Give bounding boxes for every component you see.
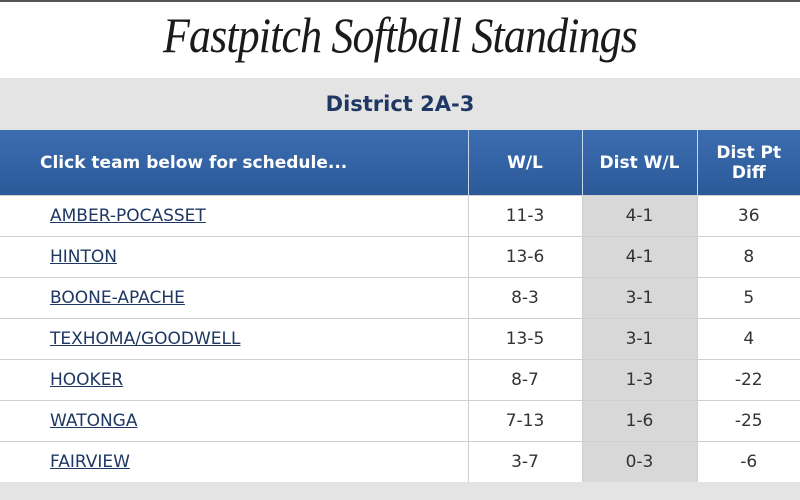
team-row: AMBER-POCASSET 11-3 4-1 36 — [0, 195, 800, 237]
team-link[interactable]: WATONGA — [50, 411, 138, 431]
cell: BOONE-APACHE — [0, 277, 468, 319]
cell: TEXHOMA/GOODWELL — [0, 318, 468, 360]
cell: 13-6 — [467, 236, 582, 278]
cell: 8 — [696, 236, 800, 278]
team-row: FAIRVIEW 3-7 0-3 -6 — [0, 441, 800, 482]
team-row: HOOKER 8-7 1-3 -22 — [0, 359, 800, 401]
cell: 4-1 — [581, 195, 697, 237]
cell: 36 — [696, 195, 800, 237]
cell: AMBER-POCASSET — [0, 195, 468, 237]
team-row: BOONE-APACHE 8-3 3-1 5 — [0, 277, 800, 319]
team-link[interactable]: HOOKER — [50, 370, 124, 390]
team-row: WATONGA 7-13 1-6 -25 — [0, 400, 800, 442]
cell: HOOKER — [0, 359, 468, 401]
column-header: Dist Pt Diff — [696, 130, 800, 196]
cell: 13-5 — [467, 318, 582, 360]
cell: -25 — [696, 400, 800, 442]
cell: 3-7 — [467, 441, 582, 482]
team-link[interactable]: TEXHOMA/GOODWELL — [50, 329, 241, 349]
team-link[interactable]: FAIRVIEW — [50, 452, 130, 472]
header-row: Click team below for schedule... W/L Dis… — [0, 130, 800, 196]
standings-table: Click team below for schedule... W/L Dis… — [0, 130, 800, 482]
cell: -22 — [696, 359, 800, 401]
table-title: District 2A-3 — [325, 92, 475, 116]
cell: 4-1 — [581, 236, 697, 278]
column-header: Dist W/L — [581, 130, 697, 196]
cell: 0-3 — [581, 441, 697, 482]
cell: 1-6 — [581, 400, 697, 442]
cell: 11-3 — [467, 195, 582, 237]
cell: 8-3 — [467, 277, 582, 319]
team-row: HINTON 13-6 4-1 8 — [0, 236, 800, 278]
cell: WATONGA — [0, 400, 468, 442]
column-header: Click team below for schedule... — [0, 130, 468, 196]
cell: 8-7 — [467, 359, 582, 401]
cell: 4 — [696, 318, 800, 360]
team-link[interactable]: HINTON — [50, 247, 117, 267]
column-header: W/L — [467, 130, 582, 196]
cell: 1-3 — [581, 359, 697, 401]
cell: 7-13 — [467, 400, 582, 442]
title-bar: Fastpitch Softball Standings — [0, 0, 800, 78]
cell: HINTON — [0, 236, 468, 278]
cell: -6 — [696, 441, 800, 482]
page-title: Fastpitch Softball Standings — [162, 7, 638, 63]
cell: 3-1 — [581, 277, 697, 319]
cell: 3-1 — [581, 318, 697, 360]
team-link[interactable]: BOONE-APACHE — [50, 288, 185, 308]
team-row: TEXHOMA/GOODWELL 13-5 3-1 4 — [0, 318, 800, 360]
table-body: AMBER-POCASSET 11-3 4-1 36 HINTON 13-6 4-1 8 BOO… — [0, 195, 800, 482]
cell: FAIRVIEW — [0, 441, 468, 482]
cell: 5 — [696, 277, 800, 319]
team-link[interactable]: AMBER-POCASSET — [50, 206, 206, 226]
